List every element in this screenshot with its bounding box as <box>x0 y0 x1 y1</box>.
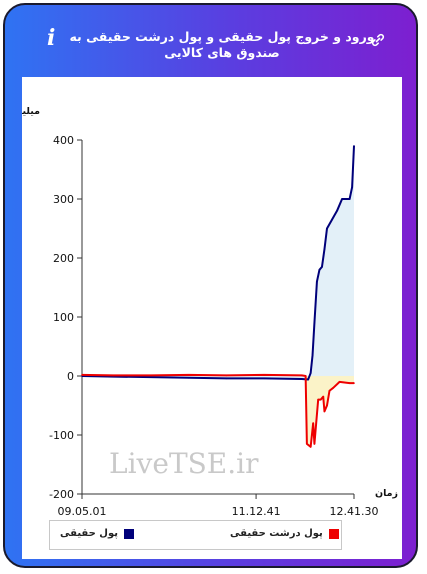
x-tick-label: 12.41.30 <box>330 505 379 517</box>
series-1-point <box>341 198 343 200</box>
series-1-point <box>336 210 338 212</box>
series-1-point <box>348 198 351 200</box>
series-2-point <box>322 395 325 398</box>
series-2-point <box>301 374 303 377</box>
series-2-point <box>312 422 314 425</box>
legend-label-series-1: پول حقیقی <box>60 528 118 539</box>
chart-card: ورود و خروج پول حقیقی و پول درشت حقیقی ب… <box>3 3 418 568</box>
series-2-point <box>263 374 265 376</box>
legend-item-series-1[interactable]: پول حقیقی <box>60 528 134 542</box>
series-1-point <box>321 266 323 268</box>
series-1-point <box>313 322 316 324</box>
y-axis-title: میلیارد تومان <box>22 106 40 117</box>
link-icon[interactable] <box>371 33 385 47</box>
series-2-point <box>225 374 228 377</box>
series-2-point <box>353 382 355 384</box>
series-1-point <box>323 248 326 250</box>
series-1-point <box>150 376 152 378</box>
y-tick-label: 200 <box>53 252 74 265</box>
series-area-1 <box>82 145 354 380</box>
series-line-1 <box>81 145 355 381</box>
series-2-point <box>150 374 152 377</box>
series-1-point <box>225 377 228 380</box>
series-1-point <box>318 269 321 271</box>
series-2-point <box>81 374 83 376</box>
legend-swatch-series-2 <box>328 529 339 539</box>
x-tick-label: 09.05.01 <box>58 505 107 517</box>
series-2-point <box>187 374 190 376</box>
info-icon[interactable]: i <box>47 25 56 51</box>
series-2-point <box>328 389 331 392</box>
chart-svg: 400 300 200 100 0 -100 -200 09.05.01 11.12.41 12.… <box>22 106 398 517</box>
chart-title: ورود و خروج پول حقیقی و پول درشت حقیقی ب… <box>69 29 375 60</box>
chart-panel: 400 300 200 100 0 -100 -200 09.05.01 11.12.41 12.… <box>22 77 402 559</box>
series-1-point <box>353 145 355 147</box>
series-area-2 <box>82 374 354 447</box>
series-1-point <box>263 377 265 380</box>
y-tick-label: 300 <box>53 193 74 206</box>
series-1-point <box>316 280 318 283</box>
y-tick-label: 0 <box>67 370 74 383</box>
series-1-point <box>311 354 314 357</box>
series-2-point <box>326 404 328 407</box>
y-tick-label: 400 <box>53 134 74 147</box>
chart-header: ورود و خروج پول حقیقی و پول درشت حقیقی ب… <box>5 5 416 79</box>
legend-swatch-series-1 <box>123 529 134 539</box>
series-2-point <box>323 410 326 413</box>
legend-item-series-2[interactable]: پول درشت حقیقی <box>230 528 339 542</box>
y-tick-label: 100 <box>53 311 74 324</box>
series-2-point <box>319 398 322 401</box>
series-2-point <box>112 374 115 377</box>
series-1-point <box>187 376 190 379</box>
series-1-point <box>309 372 312 374</box>
series-2-point <box>313 443 316 445</box>
series-2-point <box>348 382 351 384</box>
series-1-point <box>326 227 328 230</box>
x-tick-label: 11.12.41 <box>232 505 281 517</box>
series-2-point <box>332 387 335 389</box>
y-tick-label: -100 <box>49 429 74 442</box>
series-line-2 <box>81 373 354 448</box>
series-1-point <box>301 378 303 380</box>
series-2-point <box>304 375 307 377</box>
series-2-point <box>338 381 341 383</box>
y-tick-label: -200 <box>49 488 74 501</box>
legend-label-series-2: پول درشت حقیقی <box>230 528 323 539</box>
watermark: LiveTSE.ir <box>109 447 259 480</box>
series-1-point <box>331 218 333 221</box>
series-2-point <box>306 443 308 445</box>
legend: پول درشت حقیقی پول حقیقی <box>49 520 342 550</box>
series-2-point <box>309 446 312 448</box>
series-1-point <box>351 186 353 188</box>
x-axis-title: زمان <box>375 488 398 499</box>
series-2-point <box>317 398 319 401</box>
series-1-point <box>307 378 309 381</box>
